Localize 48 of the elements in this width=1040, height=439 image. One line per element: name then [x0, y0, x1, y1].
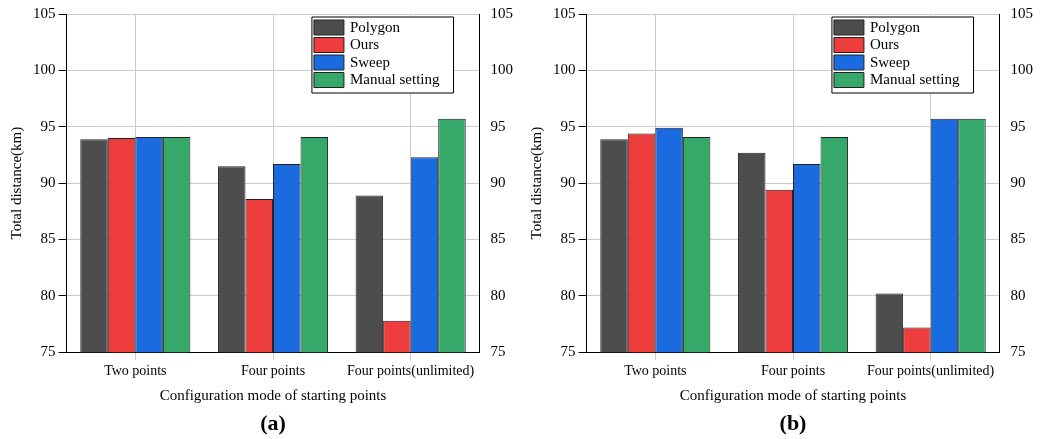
y-tick-label: 90: [560, 174, 576, 191]
y-tick-label: 100: [553, 61, 576, 78]
x-tick-label: Four points(unlimited): [347, 363, 475, 380]
y-tick-label: 85: [40, 230, 56, 247]
legend-label: Sweep: [349, 53, 390, 70]
legend-label: Ours: [869, 36, 900, 53]
text: (a): [260, 409, 286, 435]
y2-tick-label: 105: [490, 4, 513, 21]
y-tick-label: 100: [33, 61, 56, 78]
y-tick-label: 75: [40, 343, 56, 360]
x-axis-title: Configuration mode of starting points: [679, 386, 907, 403]
x-tick-label: Two points: [104, 363, 167, 379]
y2-tick-label: 95: [1010, 117, 1026, 134]
legend-label: Manual setting: [349, 71, 440, 88]
y-tick-label: 80: [560, 286, 576, 303]
y2-tick-label: 75: [1010, 343, 1026, 360]
y-tick-label: 95: [560, 117, 576, 134]
y-tick-label: 95: [40, 117, 56, 134]
x-tick-label: Four points(unlimited): [867, 363, 995, 380]
legend-label: Sweep: [869, 53, 910, 70]
y-tick-label: 80: [40, 286, 56, 303]
y2-tick-label: 80: [490, 286, 506, 303]
y-axis-title: Total distance(km): [7, 126, 25, 240]
y2-tick-label: 105: [1010, 4, 1033, 21]
y2-tick-label: 90: [490, 174, 506, 191]
y-tick-label: 105: [33, 4, 56, 21]
x-axis-title: Configuration mode of starting points: [159, 386, 387, 403]
y-tick-label: 85: [560, 230, 576, 247]
y2-tick-label: 100: [490, 61, 513, 78]
y-tick-label: 75: [560, 343, 576, 360]
legend-label: Manual setting: [869, 71, 960, 88]
y2-tick-label: 75: [490, 343, 506, 360]
legend-label: Polygon: [349, 18, 401, 35]
y2-tick-label: 80: [1010, 286, 1026, 303]
x-tick-label: Four points: [240, 363, 306, 379]
x-tick-label: Two points: [624, 363, 687, 379]
text: (b): [779, 409, 807, 435]
x-tick-label: Four points: [760, 363, 826, 379]
y2-tick-label: 95: [490, 117, 506, 134]
y2-tick-label: 85: [1010, 230, 1026, 247]
y-tick-label: 90: [40, 174, 56, 191]
y2-tick-label: 85: [490, 230, 506, 247]
y-tick-label: 105: [553, 4, 576, 21]
legend-label: Polygon: [869, 18, 921, 35]
y2-tick-label: 100: [1010, 61, 1033, 78]
y2-tick-label: 90: [1010, 174, 1026, 191]
y-axis-title: Total distance(km): [527, 126, 545, 240]
legend-label: Ours: [349, 36, 380, 53]
